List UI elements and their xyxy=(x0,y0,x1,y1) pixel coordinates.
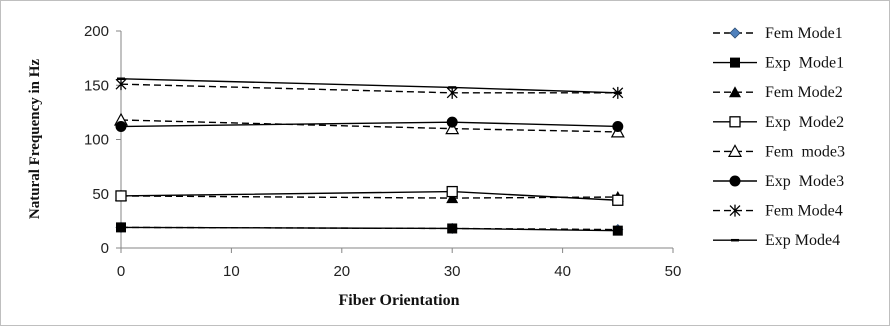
legend-label: Exp Mode4 xyxy=(765,232,840,249)
legend-label: Fem Mode4 xyxy=(765,203,843,220)
data-point xyxy=(447,223,458,234)
legend-entry: Exp Mode1 xyxy=(713,55,844,72)
x-axis-title: Fiber Orientation xyxy=(338,292,459,309)
legend-label: Fem mode3 xyxy=(765,143,845,160)
series-line xyxy=(120,190,618,201)
legend-marker xyxy=(729,86,741,98)
data-point xyxy=(612,225,623,236)
x-tick-label: 40 xyxy=(554,263,571,280)
data-point xyxy=(612,194,624,206)
legend-entry: Fem Mode1 xyxy=(713,25,843,42)
series-8 xyxy=(117,77,622,95)
y-tick-label: 200 xyxy=(84,23,109,40)
y-tick-label: 100 xyxy=(84,132,109,149)
legend-entry: Fem Mode4 xyxy=(713,203,843,220)
axes: 0 50 100 150 200 0 10 20 30 40 50 xyxy=(84,23,681,280)
series-layer xyxy=(113,77,625,236)
x-tick-label: 50 xyxy=(665,263,682,280)
legend-marker xyxy=(729,204,741,217)
data-point xyxy=(115,120,127,132)
data-point xyxy=(446,116,458,128)
series-6 xyxy=(115,116,624,132)
data-point xyxy=(612,120,624,132)
legend-marker xyxy=(727,144,743,157)
x-tick-label: 10 xyxy=(223,263,240,280)
legend-entry: Exp Mode3 xyxy=(713,173,844,190)
y-tick-label: 0 xyxy=(101,240,109,257)
x-tick-label: 20 xyxy=(333,263,350,280)
x-tick-label: 0 xyxy=(117,263,125,280)
y-axis-title: Natural Frequency in Hz xyxy=(27,59,43,219)
series-4 xyxy=(115,185,624,206)
legend-marker xyxy=(729,116,741,128)
x-tick-label: 30 xyxy=(444,263,461,280)
legend-label: Exp Mode3 xyxy=(765,173,844,190)
data-point xyxy=(115,78,127,91)
legend-label: Fem Mode1 xyxy=(765,25,843,42)
legend-entry: Exp Mode4 xyxy=(713,232,840,249)
legend: Fem Mode1 Exp Mode1 Fem Mode2 Exp Mode2 Fem … xyxy=(713,25,845,249)
legend-entry: Exp Mode2 xyxy=(713,114,844,131)
legend-entry: Fem mode3 xyxy=(713,143,845,160)
legend-label: Exp Mode1 xyxy=(765,55,844,72)
data-point xyxy=(115,190,127,202)
y-tick-label: 50 xyxy=(92,186,109,203)
legend-entry: Fem Mode2 xyxy=(713,84,843,101)
data-point xyxy=(446,86,458,99)
data-point xyxy=(116,222,126,233)
legend-label: Fem Mode2 xyxy=(765,84,843,101)
data-point xyxy=(446,185,458,198)
legend-marker xyxy=(730,57,740,68)
data-point xyxy=(446,192,459,204)
legend-marker xyxy=(729,27,741,39)
series-line xyxy=(120,226,618,232)
y-tick-label: 150 xyxy=(84,77,109,94)
series-2 xyxy=(116,222,623,236)
legend-marker xyxy=(729,175,741,187)
legend-label: Exp Mode2 xyxy=(765,114,844,131)
data-point xyxy=(445,121,460,135)
